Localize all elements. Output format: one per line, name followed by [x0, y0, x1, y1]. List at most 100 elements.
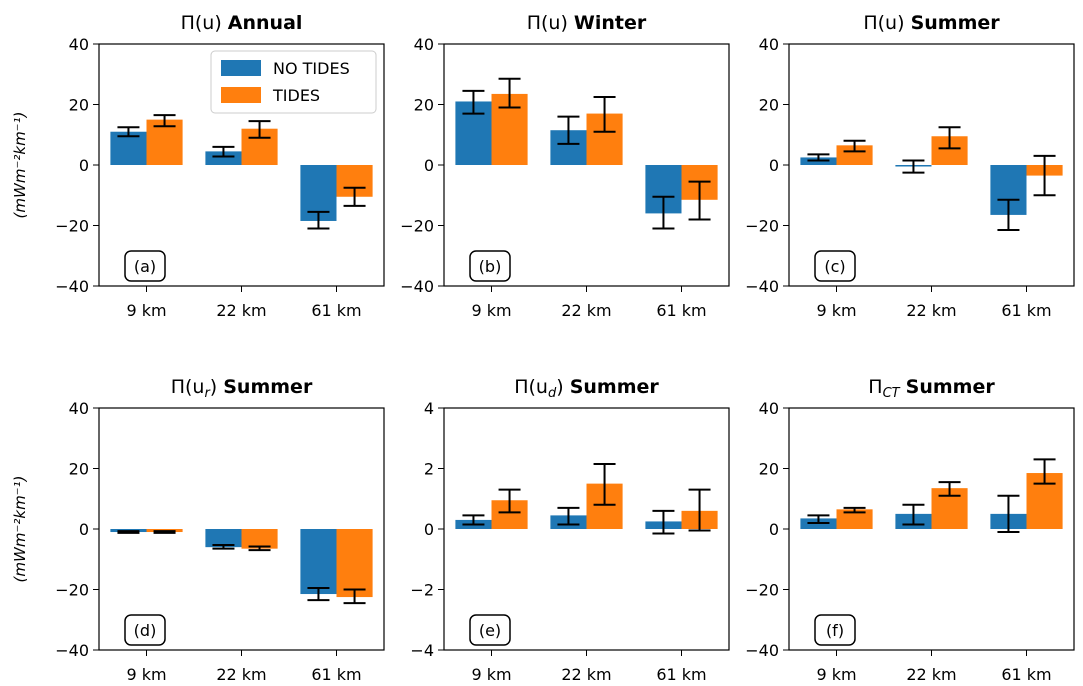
x-tick-label: 22 km — [216, 301, 266, 320]
y-axis-label: (mWm⁻²km⁻¹) — [11, 112, 29, 219]
x-tick-label: 9 km — [471, 301, 511, 320]
x-tick-label: 61 km — [311, 301, 361, 320]
y-tick-label: 20 — [69, 460, 89, 479]
title-main: Π(u) — [181, 12, 228, 34]
x-tick-label: 9 km — [816, 665, 856, 684]
x-tick-label: 22 km — [561, 301, 611, 320]
panel-title: Π(u) Annual — [181, 12, 303, 34]
panel-title: Π(u) Winter — [527, 12, 647, 34]
bar-tides — [836, 145, 873, 165]
x-tick-label: 61 km — [1001, 665, 1051, 684]
y-tick-label: −4 — [410, 641, 434, 660]
title-bold: Winter — [574, 12, 647, 34]
x-tick-label: 9 km — [471, 665, 511, 684]
title-bold: Summer — [911, 12, 1001, 34]
title-main: Π(u — [171, 376, 205, 398]
title-subscript: CT — [883, 386, 901, 401]
y-tick-label: −20 — [745, 217, 779, 236]
bar-tides — [836, 509, 873, 529]
x-tick-label: 61 km — [656, 301, 706, 320]
x-tick-label: 61 km — [311, 665, 361, 684]
bar-no-tides — [205, 151, 242, 165]
panel-d: 40 20 0 −20 −40 9 km 22 km 61 km Π(ur) Summer (d)… — [11, 376, 385, 684]
y-tick-label: 20 — [759, 96, 779, 115]
panel-label-box — [124, 614, 166, 646]
panel-title: Π(ud) Summer — [514, 376, 659, 401]
x-tick-label: 61 km — [656, 665, 706, 684]
y-tick-label: −20 — [55, 581, 89, 600]
x-tick-label: 9 km — [126, 301, 166, 320]
y-tick-label: 40 — [69, 399, 89, 418]
panel-label-box — [814, 614, 856, 646]
panel-title: ΠCT Summer — [868, 376, 995, 401]
legend-label: NO TIDES — [273, 59, 350, 78]
y-tick-label: 0 — [79, 156, 89, 175]
axes-frame — [98, 407, 385, 651]
title-bold: Summer — [223, 376, 313, 398]
y-tick-label: 0 — [769, 156, 779, 175]
panel-label: (c) — [824, 257, 845, 276]
y-tick-label: 20 — [414, 96, 434, 115]
y-tick-label: 40 — [759, 35, 779, 54]
panel-label: (f) — [826, 621, 844, 640]
title-main: Π(u) — [527, 12, 574, 34]
panel-label-box — [814, 250, 856, 282]
y-tick-label: 0 — [769, 520, 779, 539]
y-tick-label: 4 — [424, 399, 434, 418]
x-tick-label: 22 km — [906, 301, 956, 320]
bar-no-tides — [300, 529, 337, 595]
x-tick-label: 9 km — [126, 665, 166, 684]
panel-label-box — [469, 250, 511, 282]
y-tick-label: 40 — [759, 399, 779, 418]
y-tick-label: −20 — [55, 217, 89, 236]
panel-label: (a) — [134, 257, 156, 276]
legend-label: TIDES — [272, 86, 320, 105]
panel-e: 4 2 0 −2 −4 9 km 22 km 61 km Π(ud) Summer (e) — [410, 376, 730, 684]
y-tick-label: 0 — [424, 156, 434, 175]
x-tick-label: 9 km — [816, 301, 856, 320]
bar-tides — [336, 529, 373, 598]
panel-c: 40 20 0 −20 −40 9 km 22 km 61 km Π(u) Summer (c) — [745, 12, 1075, 320]
panel-label-box — [469, 614, 511, 646]
panel-label: (b) — [479, 257, 502, 276]
title-bold: Summer — [906, 376, 996, 398]
axes-frame — [443, 407, 730, 651]
title-close: ) — [556, 376, 569, 398]
axes-frame — [98, 43, 385, 287]
panel-label: (e) — [479, 621, 501, 640]
bar-no-tides — [205, 529, 242, 548]
title-main: Π(u — [514, 376, 548, 398]
panel-label: (d) — [134, 621, 157, 640]
x-tick-label: 61 km — [1001, 301, 1051, 320]
axes-frame — [788, 43, 1075, 287]
y-tick-label: 0 — [79, 520, 89, 539]
axes-frame — [788, 407, 1075, 651]
panel-a: 40 20 0 −20 −40 9 km 22 km 61 km Π(u) Annual (a) (… — [11, 12, 385, 320]
y-axis-label: (mWm⁻²km⁻¹) — [11, 476, 29, 583]
y-tick-label: −40 — [55, 641, 89, 660]
y-tick-label: 40 — [414, 35, 434, 54]
y-tick-label: −2 — [410, 581, 434, 600]
x-tick-label: 22 km — [216, 665, 266, 684]
y-tick-label: −40 — [745, 641, 779, 660]
y-tick-label: −20 — [745, 581, 779, 600]
title-close: ) — [210, 376, 223, 398]
y-tick-label: 20 — [69, 96, 89, 115]
y-tick-label: 0 — [424, 520, 434, 539]
panel-f: 40 20 0 −20 −40 9 km 22 km 61 km ΠCT Summer (f) — [745, 376, 1075, 684]
panel-title: Π(u) Summer — [863, 12, 1000, 34]
title-main: Π(u) — [863, 12, 910, 34]
y-tick-label: 20 — [759, 460, 779, 479]
y-tick-label: −20 — [400, 217, 434, 236]
title-bold: Summer — [570, 376, 660, 398]
y-tick-label: 40 — [69, 35, 89, 54]
y-tick-label: −40 — [400, 277, 434, 296]
title-subscript: r — [204, 386, 211, 401]
legend-swatch — [221, 87, 261, 103]
title-subscript: d — [548, 386, 557, 401]
title-bold: Annual — [228, 12, 303, 34]
title-main: Π — [868, 376, 882, 398]
y-tick-label: −40 — [745, 277, 779, 296]
bar-tides — [241, 529, 278, 549]
